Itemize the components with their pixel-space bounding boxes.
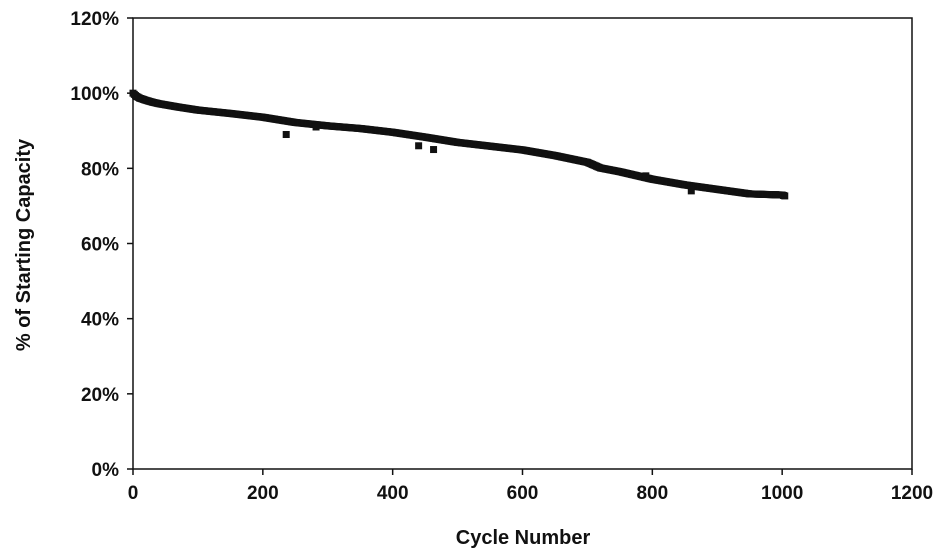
x-tick-label: 200 (247, 483, 279, 504)
y-axis-ticks: 0% 20% 40% 60% 80% 100% 120% (70, 9, 133, 481)
x-axis-ticks: 0 200 400 600 800 1000 1200 (128, 469, 933, 504)
y-tick-label: 120% (70, 9, 119, 30)
y-tick-label: 80% (81, 159, 119, 180)
outlier-point (282, 131, 290, 139)
x-tick-label: 600 (507, 483, 539, 504)
outlier-point (642, 172, 650, 180)
outlier-point (312, 123, 320, 131)
x-tick-label: 800 (636, 483, 668, 504)
y-tick-label: 60% (81, 235, 119, 256)
y-tick-label: 40% (81, 310, 119, 331)
outlier-point (415, 142, 423, 150)
outlier-point (430, 146, 438, 154)
x-tick-label: 1200 (891, 483, 933, 504)
x-axis-label: Cycle Number (456, 527, 591, 549)
outlier-point (772, 191, 780, 199)
data-point (781, 192, 789, 200)
x-tick-label: 400 (377, 483, 409, 504)
x-tick-label: 1000 (761, 483, 803, 504)
y-tick-label: 100% (70, 84, 119, 105)
y-axis-label: % of Starting Capacity (13, 138, 35, 351)
y-tick-label: 20% (81, 385, 119, 406)
outlier-point (687, 187, 695, 195)
plot-frame (132, 17, 913, 470)
data-series (129, 89, 789, 200)
x-tick-label: 0 (128, 483, 139, 504)
y-tick-label: 0% (92, 460, 120, 481)
